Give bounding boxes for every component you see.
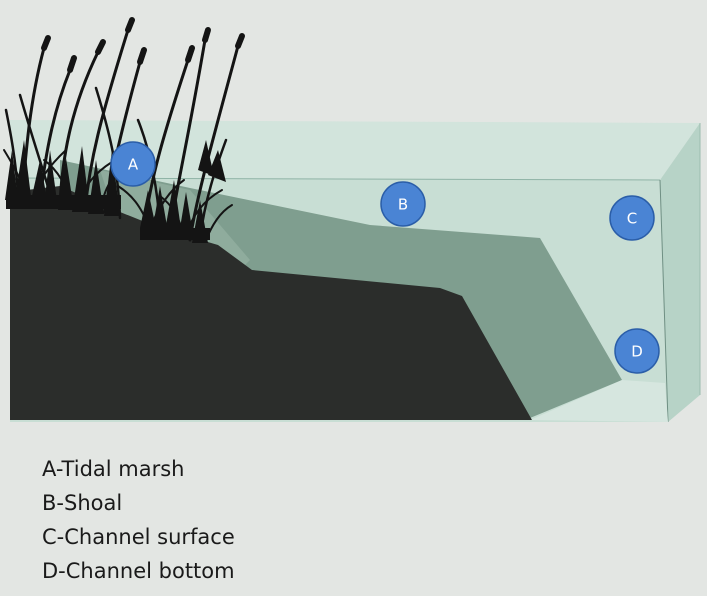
marker-b-letter: B — [398, 196, 408, 214]
marker-d-letter: D — [631, 343, 643, 361]
marker-c-circle — [609, 195, 655, 241]
legend-item-tidal-marsh: A-Tidal marsh — [42, 457, 185, 481]
legend: A-Tidal marsh B-Shoal C-Channel surface … — [42, 452, 235, 588]
marker-c-letter: C — [627, 210, 637, 228]
marker-d: D — [614, 328, 660, 374]
marsh-grass-tufts — [5, 140, 226, 243]
legend-item-channel-bottom: D-Channel bottom — [42, 559, 235, 583]
marsh-ground — [10, 186, 532, 420]
marker-d-circle — [614, 328, 660, 374]
marker-a-circle — [110, 141, 156, 187]
legend-item-channel-surface: C-Channel surface — [42, 525, 235, 549]
marker-b: B — [380, 181, 426, 227]
legend-item-shoal: B-Shoal — [42, 491, 123, 515]
marker-b-circle — [380, 181, 426, 227]
channel-bottom-floor — [530, 380, 668, 422]
estuary-cross-section-diagram: A B C D — [3, 17, 701, 423]
marker-a-letter: A — [128, 156, 139, 174]
marker-c: C — [609, 195, 655, 241]
water-right-face — [660, 123, 700, 422]
marker-a: A — [110, 141, 156, 187]
